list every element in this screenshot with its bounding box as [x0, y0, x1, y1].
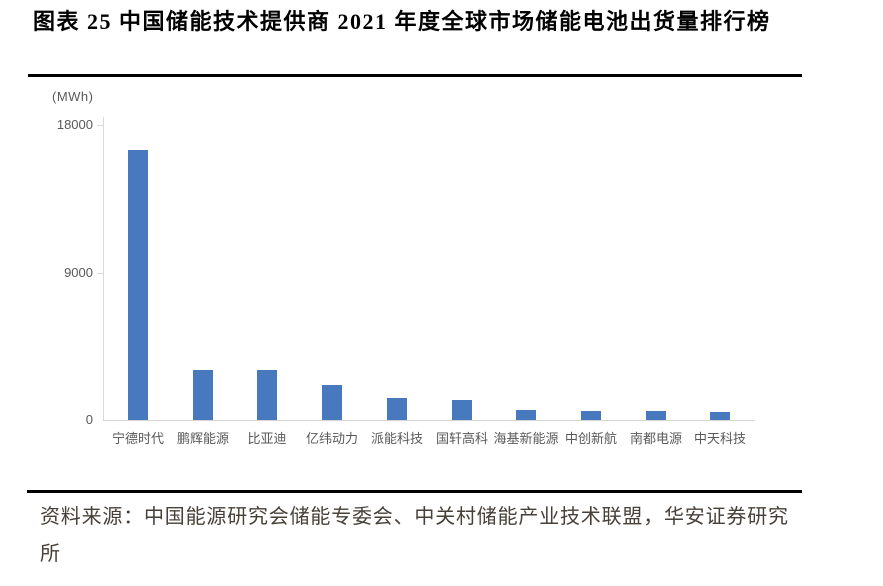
y-tick-mark	[97, 273, 103, 274]
bar	[452, 400, 472, 420]
x-category-label: 海基新能源	[493, 431, 559, 446]
x-category-label: 比亚迪	[247, 431, 287, 446]
y-tick-label: 9000	[64, 264, 93, 280]
y-axis-line	[103, 117, 104, 420]
bar	[710, 412, 730, 420]
footer-rule	[27, 490, 802, 493]
y-tick-label: 18000	[56, 117, 93, 132]
figure-title: 图表 25 中国储能技术提供商 2021 年度全球市场储能电池出货量排行榜	[33, 9, 771, 34]
bar	[581, 411, 601, 420]
x-category-label: 派能科技	[370, 431, 423, 446]
x-category-label: 亿纬动力	[305, 431, 358, 446]
bar	[322, 385, 342, 420]
bar	[387, 398, 407, 420]
title-underline-rule	[28, 74, 802, 77]
bar	[193, 370, 213, 420]
x-category-label: 鹏辉能源	[176, 431, 229, 446]
source-note: 资料来源：中国能源研究会储能专委会、中关村储能产业技术联盟，华安证券研究所	[40, 506, 789, 565]
x-category-label: 中创新航	[564, 431, 617, 446]
y-axis-unit-label: (MWh)	[52, 89, 94, 104]
y-tick-mark	[97, 125, 103, 126]
y-tick-label: 0	[85, 412, 93, 427]
bar	[257, 370, 277, 420]
bar	[128, 150, 148, 420]
x-category-label: 宁德时代	[111, 431, 164, 446]
x-category-label: 国轩高科	[435, 431, 488, 446]
bar	[516, 410, 536, 420]
x-category-label: 南都电源	[629, 431, 682, 446]
bar	[646, 411, 666, 420]
x-axis-line	[103, 420, 755, 421]
bar-chart: (MWh) 0 9000 18000 宁德时代 鹏辉能源 比亚迪 亿纬动力 派能科技 国轩高科…	[52, 89, 755, 446]
x-category-label: 中天科技	[693, 431, 746, 446]
